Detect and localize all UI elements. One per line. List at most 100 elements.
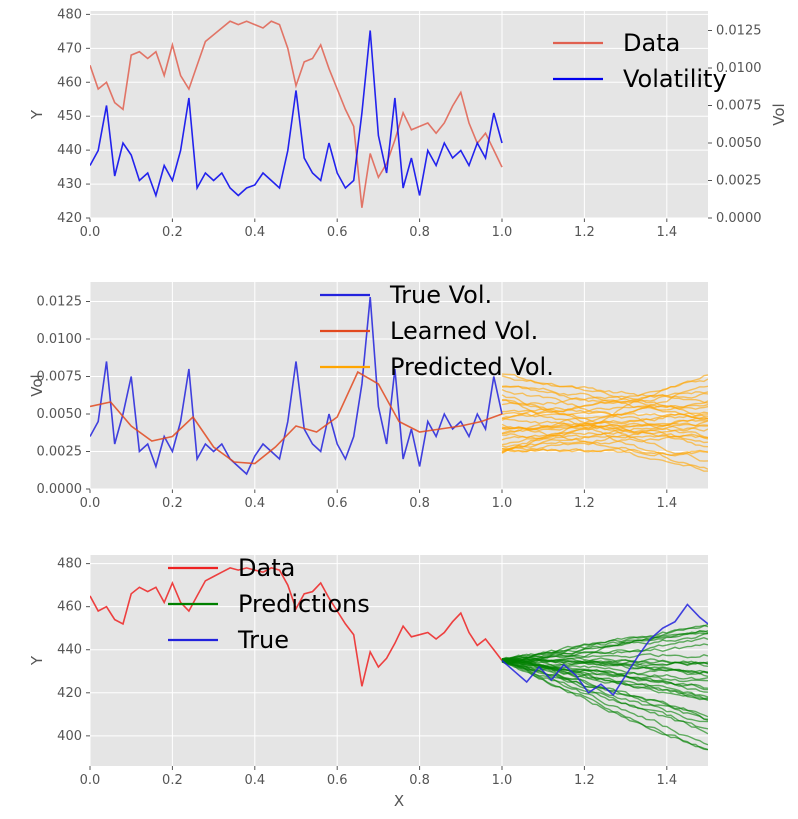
legend: Data Predictions True: [168, 554, 370, 654]
series-predicted-vol-path: [501, 417, 708, 444]
y-axis-label: Vol: [28, 374, 46, 396]
y-tick-label: 420: [57, 211, 82, 226]
y2-tick-label: 0.0050: [716, 136, 762, 151]
legend-label: Volatility: [623, 65, 727, 93]
x-axis-label: X: [394, 792, 404, 810]
x-tick-label: 0.8: [409, 225, 430, 240]
y-tick-label: 0.0050: [37, 407, 83, 422]
series-predicted-vol-path: [501, 446, 708, 457]
y-tick-label: 0.0075: [37, 370, 83, 385]
x-tick-label: 0.0: [80, 225, 101, 240]
plot-background: [90, 555, 708, 766]
y-tick-label: 470: [57, 41, 82, 56]
y-tick-label: 420: [57, 686, 82, 701]
legend-label: True: [237, 626, 289, 654]
x-tick-label: 1.2: [574, 225, 595, 240]
series-data-line: [90, 20, 503, 208]
x-tick-label: 0.8: [409, 773, 430, 788]
x-tick-label: 1.2: [574, 773, 595, 788]
x-tick-label: 0.2: [162, 496, 183, 511]
panel-middle-volatility: 0.0 0.2 0.4 0.6 0.8 1.0 1.2 1.4 0.0000 0.0025 0.00…: [28, 281, 708, 511]
legend: True Vol. Learned Vol. Predicted Vol.: [320, 281, 554, 381]
legend-label: True Vol.: [389, 281, 492, 309]
y2-tick-label: 0.0100: [716, 61, 762, 76]
x-tick-label: 1.4: [656, 496, 677, 511]
series-predictions-path: [501, 658, 708, 691]
series-predictions-path: [501, 661, 708, 730]
series-learned-vol-line: [90, 370, 503, 465]
x-tick-label: 1.2: [574, 496, 595, 511]
y-tick-label: 440: [57, 643, 82, 658]
x-tick-label: 0.6: [327, 225, 348, 240]
series-data-line: [90, 567, 503, 687]
y-tick-label: 400: [57, 729, 82, 744]
x-tick-label: 1.0: [492, 773, 513, 788]
series-predicted-vol-path: [501, 385, 708, 453]
x-tick-label: 0.4: [244, 773, 265, 788]
y-axis-label: Y: [28, 655, 46, 666]
legend-label: Data: [623, 29, 680, 57]
x-tick-label: 0.6: [327, 496, 348, 511]
series-true-vol-line: [90, 296, 503, 476]
y-tick-label: 0.0100: [37, 332, 83, 347]
x-tick-label: 0.6: [327, 773, 348, 788]
x-tick-label: 0.2: [162, 225, 183, 240]
y-tick-label: 430: [57, 177, 82, 192]
legend-label: Learned Vol.: [390, 317, 538, 345]
y-tick-label: 450: [57, 109, 82, 124]
legend-label: Predicted Vol.: [390, 353, 554, 381]
series-predictions-path: [501, 658, 708, 701]
series-predicted-vol-path: [501, 388, 708, 439]
series-predicted-vol-path: [502, 403, 708, 413]
series-predicted-vol-path: [501, 420, 708, 450]
series-true-line: [501, 603, 708, 697]
series-predictions-path: [501, 660, 708, 700]
y-tick-label: 0.0000: [37, 482, 83, 497]
series-predicted-vol-path: [501, 413, 708, 431]
x-tick-label: 0.4: [244, 496, 265, 511]
y2-tick-label: 0.0025: [716, 174, 762, 189]
legend: Data Volatility: [553, 29, 727, 93]
x-tick-label: 0.8: [409, 496, 430, 511]
series-predictions-path: [501, 660, 708, 698]
series-predicted-vol-path: [501, 378, 708, 421]
y2-tick-label: 0.0000: [716, 211, 762, 226]
series-predicted-vol-path: [501, 399, 708, 472]
series-predictions-path: [501, 658, 708, 735]
y2-tick-label: 0.0075: [716, 99, 762, 114]
y-tick-label: 0.0125: [37, 295, 83, 310]
panel-bottom-predictions: 0.0 0.2 0.4 0.6 0.8 1.0 1.2 1.4 400 420 440 460 480 Y…: [28, 554, 708, 810]
legend-label: Predictions: [238, 590, 370, 618]
y-tick-label: 460: [57, 600, 82, 615]
y2-tick-label: 0.0125: [716, 24, 762, 39]
x-tick-label: 0.4: [244, 225, 265, 240]
y-tick-label: 460: [57, 75, 82, 90]
x-tick-label: 0.0: [80, 496, 101, 511]
x-tick-label: 1.0: [492, 225, 513, 240]
y-tick-label: 480: [57, 557, 82, 572]
series-group: [90, 567, 708, 751]
series-predictions-path: [501, 661, 708, 751]
y2-axis-label: Vol: [770, 103, 788, 125]
series-volatility-line: [90, 30, 503, 199]
y-tick-label: 440: [57, 143, 82, 158]
x-tick-label: 0.0: [80, 773, 101, 788]
series-predicted-vol-path: [501, 423, 708, 470]
series-predictions-path: [501, 659, 708, 678]
x-tick-label: 0.2: [162, 773, 183, 788]
series-predicted-vol-path: [501, 375, 708, 404]
legend-label: Data: [238, 554, 295, 582]
y-axis-label: Y: [28, 109, 46, 120]
series-group: [90, 20, 503, 208]
y-tick-label: 0.0025: [37, 445, 83, 460]
x-tick-label: 1.0: [492, 496, 513, 511]
x-tick-label: 1.4: [656, 225, 677, 240]
series-predictions-path: [501, 632, 708, 661]
panel-top-data-volatility: 0.0 0.2 0.4 0.6 0.8 1.0 1.2 1.4 420 430 440 450 460 4…: [28, 7, 788, 240]
series-predictions-path: [501, 624, 708, 664]
series-predicted-vol-path: [501, 422, 708, 430]
series-group: [90, 296, 708, 476]
y-tick-label: 480: [57, 7, 82, 22]
series-predicted-vol-path: [501, 411, 708, 435]
